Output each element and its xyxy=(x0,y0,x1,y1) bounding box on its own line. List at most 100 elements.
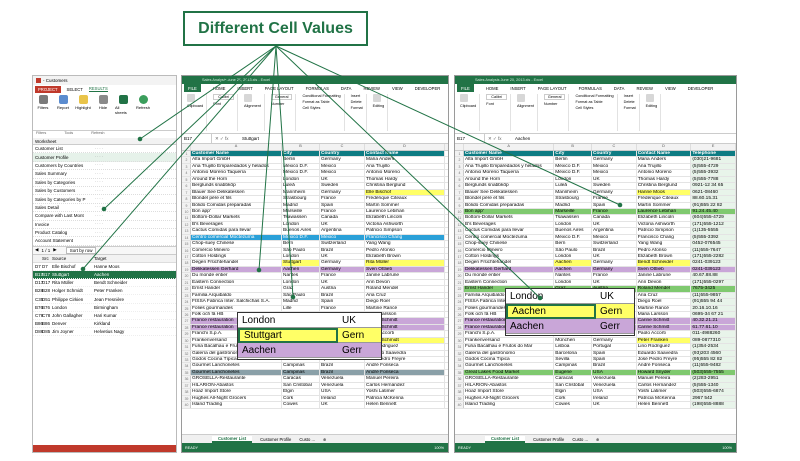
row-number[interactable]: 10 xyxy=(182,208,191,215)
table-cell[interactable]: UK xyxy=(320,402,365,408)
table-cell[interactable]: Elgin xyxy=(554,389,593,395)
sheet-grid[interactable]: 1 Customer Name City Country Contact Name Tel… xyxy=(455,151,736,409)
table-cell[interactable]: José Pedro Freyre xyxy=(637,357,692,363)
table-cell[interactable]: (5)555-3392 xyxy=(691,234,736,241)
table-cell[interactable]: Bottom-Dollar Markets xyxy=(191,215,282,221)
column-header-cell[interactable]: Customer Name xyxy=(463,151,555,157)
table-cell[interactable]: Centro comercial Moctezuma xyxy=(464,234,555,241)
table-cell[interactable]: Roland Mendel xyxy=(636,286,692,292)
table-cell[interactable]: (171)555-2282 xyxy=(691,254,736,260)
row-number[interactable]: 24 xyxy=(455,299,464,305)
table-cell[interactable]: Diego Roel xyxy=(365,299,445,305)
table-cell[interactable]: Pedro Afonso xyxy=(365,247,445,253)
table-cell[interactable]: Venezuela xyxy=(592,376,637,382)
table-cell[interactable]: Blauer See Delikatessen xyxy=(464,189,555,196)
table-cell[interactable]: Graz xyxy=(282,286,320,292)
table-cell[interactable]: Ana Trujillo xyxy=(637,163,692,170)
table-cell[interactable]: Hughes All-Night Grocers xyxy=(191,395,282,402)
table-cell[interactable]: Elizabeth Brown xyxy=(365,254,445,260)
row-number[interactable]: 9 xyxy=(182,202,191,208)
row-number[interactable]: 17 xyxy=(455,254,464,260)
table-cell[interactable]: Mexico xyxy=(592,163,637,170)
worksheet-item[interactable]: Account Statement · · · · xyxy=(33,237,176,246)
row-number[interactable]: 24 xyxy=(182,299,191,305)
table-cell[interactable]: Campinas xyxy=(282,369,320,376)
table-cell[interactable]: Centro comercial Moctezuma xyxy=(191,234,282,241)
table-cell[interactable]: 7675-3425 xyxy=(691,286,736,292)
table-cell[interactable]: B's Beverages xyxy=(191,221,282,228)
row-number[interactable]: 5 xyxy=(182,176,191,183)
table-cell[interactable]: São Paulo xyxy=(282,247,320,253)
table-cell[interactable]: Berlin xyxy=(554,157,593,163)
table-cell[interactable]: Delikatessen Gerhard xyxy=(463,266,555,273)
table-cell[interactable]: Aachen xyxy=(282,266,320,273)
row-number[interactable]: 12 xyxy=(182,221,191,228)
table-cell[interactable]: 0695-34 67 21 xyxy=(691,311,736,318)
table-cell[interactable]: UK xyxy=(592,254,637,260)
table-cell[interactable]: Sven Ottlieb xyxy=(636,266,692,273)
table-cell[interactable]: Francisco Chang xyxy=(637,234,692,241)
table-cell[interactable]: London xyxy=(554,279,593,286)
table-cell[interactable]: Maria Anders xyxy=(365,157,445,163)
table-cell[interactable]: USA xyxy=(592,389,637,395)
table-cell[interactable]: México D.F. xyxy=(282,234,320,241)
worksheet-item[interactable]: Customers by Countries · · · · xyxy=(33,162,176,171)
table-cell[interactable]: Aria Cruz xyxy=(637,292,692,299)
table-cell[interactable]: Ana Trujillo Emparedados y helados xyxy=(464,163,555,170)
row-number[interactable]: 1 xyxy=(455,151,464,157)
table-cell[interactable]: Cactus Comidas para llevar xyxy=(464,228,555,234)
row-number[interactable]: 40 xyxy=(182,402,191,408)
worksheet-item[interactable]: Sales Detail · · · · xyxy=(33,204,176,213)
table-cell[interactable]: Gourmet Lanchonetes xyxy=(191,369,282,376)
table-cell[interactable]: Island Trading xyxy=(191,402,282,408)
menu-page-layout[interactable]: PAGE LAYOUT xyxy=(264,85,294,91)
table-cell[interactable]: Canada xyxy=(320,215,365,221)
table-cell[interactable]: Mexico xyxy=(320,170,365,176)
table-cell[interactable]: Gourmet Lanchonetes xyxy=(464,363,555,369)
row-number[interactable]: 22 xyxy=(455,286,464,292)
table-cell[interactable]: México D.F. xyxy=(554,163,593,170)
table-cell[interactable]: Switzerland xyxy=(320,241,365,247)
menu-insert[interactable]: INSERT xyxy=(237,85,253,91)
table-cell[interactable]: Laurence Lebihan xyxy=(365,208,445,215)
table-cell[interactable]: Cotton Holdings xyxy=(191,254,282,260)
table-cell[interactable]: (1)135-5555 xyxy=(691,228,736,234)
table-cell[interactable]: München xyxy=(554,337,593,344)
table-cell[interactable]: GROSELLA-Restaurante xyxy=(191,376,282,382)
table-cell[interactable]: Madrid xyxy=(282,299,320,305)
table-cell[interactable]: Madrid xyxy=(554,202,593,208)
menu-data[interactable]: DATA xyxy=(340,85,352,91)
table-cell[interactable]: France xyxy=(592,196,637,202)
worksheet-item[interactable]: Customer Profile · · · · xyxy=(33,153,176,162)
table-cell[interactable]: Elgin xyxy=(282,389,320,395)
menu-review[interactable]: REVIEW xyxy=(636,85,653,91)
table-cell[interactable]: André Fonseca xyxy=(365,363,445,369)
table-cell[interactable]: UK xyxy=(592,176,637,183)
table-cell[interactable]: México D.F. xyxy=(554,170,593,176)
table-cell[interactable]: (95)555 82 82 xyxy=(691,357,736,363)
col-d[interactable]: D xyxy=(365,144,445,150)
table-cell[interactable]: São Paulo xyxy=(282,292,320,299)
table-cell[interactable]: Martín Sommer xyxy=(637,202,692,208)
table-cell[interactable]: Mexico xyxy=(320,163,365,170)
table-cell[interactable]: Tsawassen xyxy=(282,215,320,221)
table-cell[interactable]: Island Trading xyxy=(464,402,555,408)
row-number[interactable]: 29 xyxy=(455,331,464,337)
all-sheets-button[interactable]: All sheets xyxy=(115,95,131,128)
table-cell[interactable]: Antonio Moreno xyxy=(365,170,445,176)
row-number[interactable]: 33 xyxy=(182,357,191,363)
table-cell[interactable]: Brazil xyxy=(320,369,365,376)
table-cell[interactable]: France xyxy=(320,273,365,279)
table-cell[interactable]: Elizabeth Lincoln xyxy=(637,215,692,221)
table-cell[interactable]: (604)555-4729 xyxy=(691,215,736,221)
table-cell[interactable]: 0921-12 34 65 xyxy=(691,183,736,189)
prev-icon[interactable]: ◀ xyxy=(35,247,39,253)
column-header-cell[interactable]: Country xyxy=(320,151,365,157)
table-cell[interactable]: Marseille xyxy=(282,208,320,215)
col-b[interactable]: B xyxy=(554,144,593,150)
row-number[interactable]: 33 xyxy=(455,357,464,363)
name-box[interactable]: B17 xyxy=(182,134,212,143)
table-cell[interactable]: Sevilla xyxy=(554,357,593,363)
table-cell[interactable]: 2967 542 xyxy=(691,395,736,402)
table-cell[interactable]: (11)555-7647 xyxy=(691,247,736,253)
